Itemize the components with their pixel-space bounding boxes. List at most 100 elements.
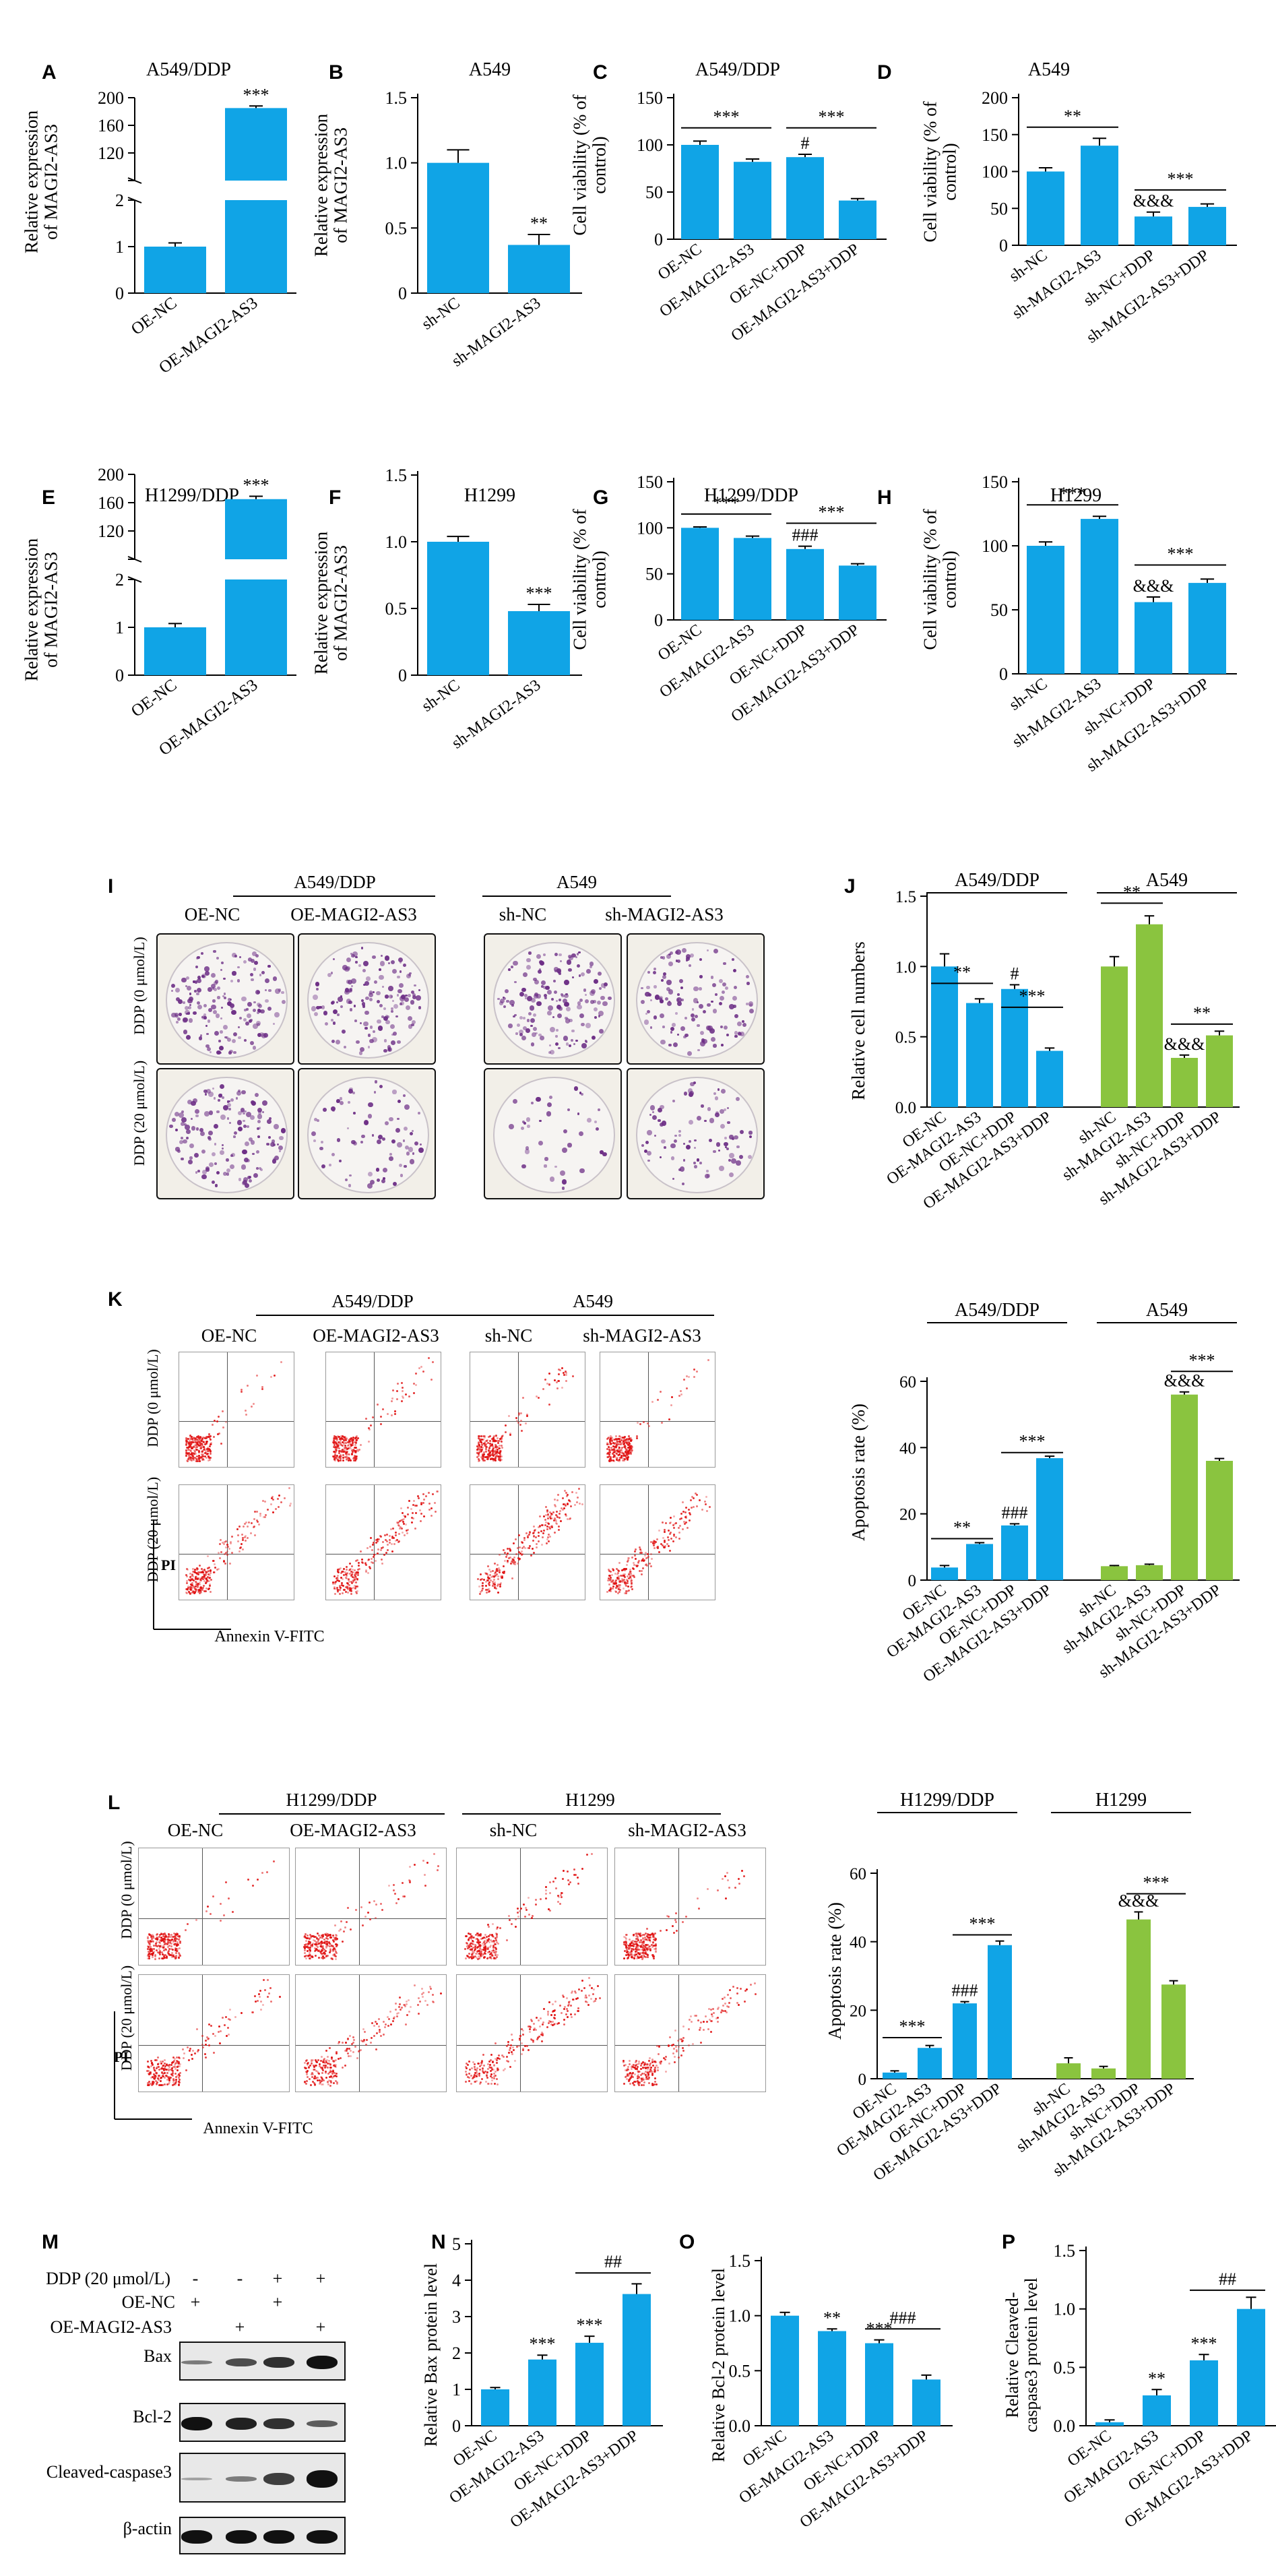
colony — [410, 1023, 414, 1027]
event-dot — [629, 1579, 632, 1582]
event-dot — [361, 1924, 364, 1927]
event-dot — [185, 1439, 187, 1441]
event-dot — [181, 2048, 184, 2050]
event-dot — [178, 2078, 181, 2081]
colony — [229, 998, 232, 1001]
event-dot — [368, 1902, 371, 1904]
bar-n-2 — [528, 2359, 556, 2426]
event-dot — [194, 1585, 197, 1588]
event-dot — [204, 1577, 207, 1579]
event-dot — [171, 1949, 174, 1951]
event-dot — [229, 2018, 232, 2021]
colony — [212, 1009, 217, 1014]
event-dot — [344, 1450, 347, 1453]
colony — [243, 1176, 249, 1182]
event-dot — [333, 1592, 336, 1595]
event-dot — [337, 1441, 340, 1443]
event-dot — [331, 1949, 334, 1951]
colony — [602, 1152, 607, 1157]
colony — [274, 1011, 280, 1017]
event-dot — [630, 1952, 633, 1955]
event-dot — [478, 1444, 480, 1447]
event-dot — [500, 1444, 503, 1447]
colony — [331, 1152, 335, 1157]
x-tick-label: sh-MAGI2-AS3 — [1009, 247, 1104, 323]
event-dot — [635, 1953, 637, 1955]
event-dot — [562, 1878, 565, 1881]
event-dot — [227, 2033, 230, 2036]
event-dot — [335, 1950, 338, 1953]
colony — [699, 1162, 702, 1165]
event-dot — [640, 1945, 643, 1947]
colony — [258, 1110, 262, 1114]
colony — [183, 1139, 187, 1144]
colony — [594, 1120, 598, 1124]
event-dot — [466, 1947, 469, 1949]
event-dot — [203, 1440, 205, 1443]
colony — [704, 1174, 709, 1179]
event-dot — [361, 1561, 364, 1563]
event-dot — [651, 1558, 653, 1561]
event-dot — [332, 1947, 335, 1950]
event-dot — [169, 1954, 172, 1957]
colony — [389, 1024, 395, 1029]
event-dot — [207, 1452, 210, 1455]
event-dot — [627, 1557, 630, 1560]
event-dot — [162, 1957, 165, 1960]
colony — [174, 987, 180, 993]
event-dot — [675, 1521, 678, 1524]
event-dot — [635, 1937, 637, 1940]
event-dot — [548, 1528, 551, 1530]
significance-label: *** — [713, 107, 740, 127]
event-dot — [335, 1449, 338, 1451]
event-dot — [327, 1934, 329, 1937]
event-dot — [354, 1573, 357, 1575]
event-dot — [558, 1516, 561, 1519]
event-dot — [161, 2075, 164, 2077]
event-dot — [393, 1889, 395, 1891]
event-dot — [554, 1517, 556, 1520]
event-dot — [197, 1435, 200, 1438]
event-dot — [482, 1948, 485, 1951]
event-dot — [384, 1538, 387, 1541]
event-dot — [201, 1438, 204, 1441]
event-dot — [155, 2075, 158, 2078]
event-dot — [526, 1415, 529, 1418]
event-dot — [480, 1579, 482, 1581]
event-dot — [342, 1930, 345, 1933]
column-label: sh-MAGI2-AS3 — [583, 1325, 701, 1346]
event-dot — [566, 1518, 569, 1521]
colony — [720, 1026, 724, 1029]
event-dot — [633, 1957, 635, 1960]
event-dot — [495, 1588, 498, 1590]
colony — [682, 1159, 686, 1162]
colony — [370, 1179, 375, 1185]
event-dot — [420, 1501, 422, 1504]
colony — [332, 1021, 336, 1025]
group-label: H1299/DDP — [900, 1790, 994, 1811]
event-dot — [561, 1497, 564, 1499]
event-dot — [635, 1558, 637, 1561]
colony — [387, 1044, 391, 1049]
event-dot — [645, 1939, 648, 1941]
colony — [359, 1046, 364, 1052]
colony — [372, 955, 376, 960]
event-dot — [332, 1939, 335, 1941]
event-dot — [678, 1538, 680, 1540]
event-dot — [618, 1459, 620, 1461]
event-dot — [563, 1507, 565, 1509]
event-dot — [470, 1945, 473, 1948]
colony — [561, 1147, 567, 1153]
quadrant-vline — [227, 1352, 228, 1467]
colony — [541, 980, 546, 985]
event-dot — [342, 1439, 345, 1441]
event-dot — [470, 1943, 472, 1945]
event-dot — [478, 1435, 480, 1438]
event-dot — [622, 1454, 625, 1457]
event-dot — [195, 1441, 197, 1444]
event-dot — [474, 1955, 476, 1958]
colony — [646, 1150, 652, 1156]
event-dot — [643, 1559, 645, 1562]
y-tick-label: 0 — [654, 230, 663, 249]
colony — [195, 966, 198, 969]
